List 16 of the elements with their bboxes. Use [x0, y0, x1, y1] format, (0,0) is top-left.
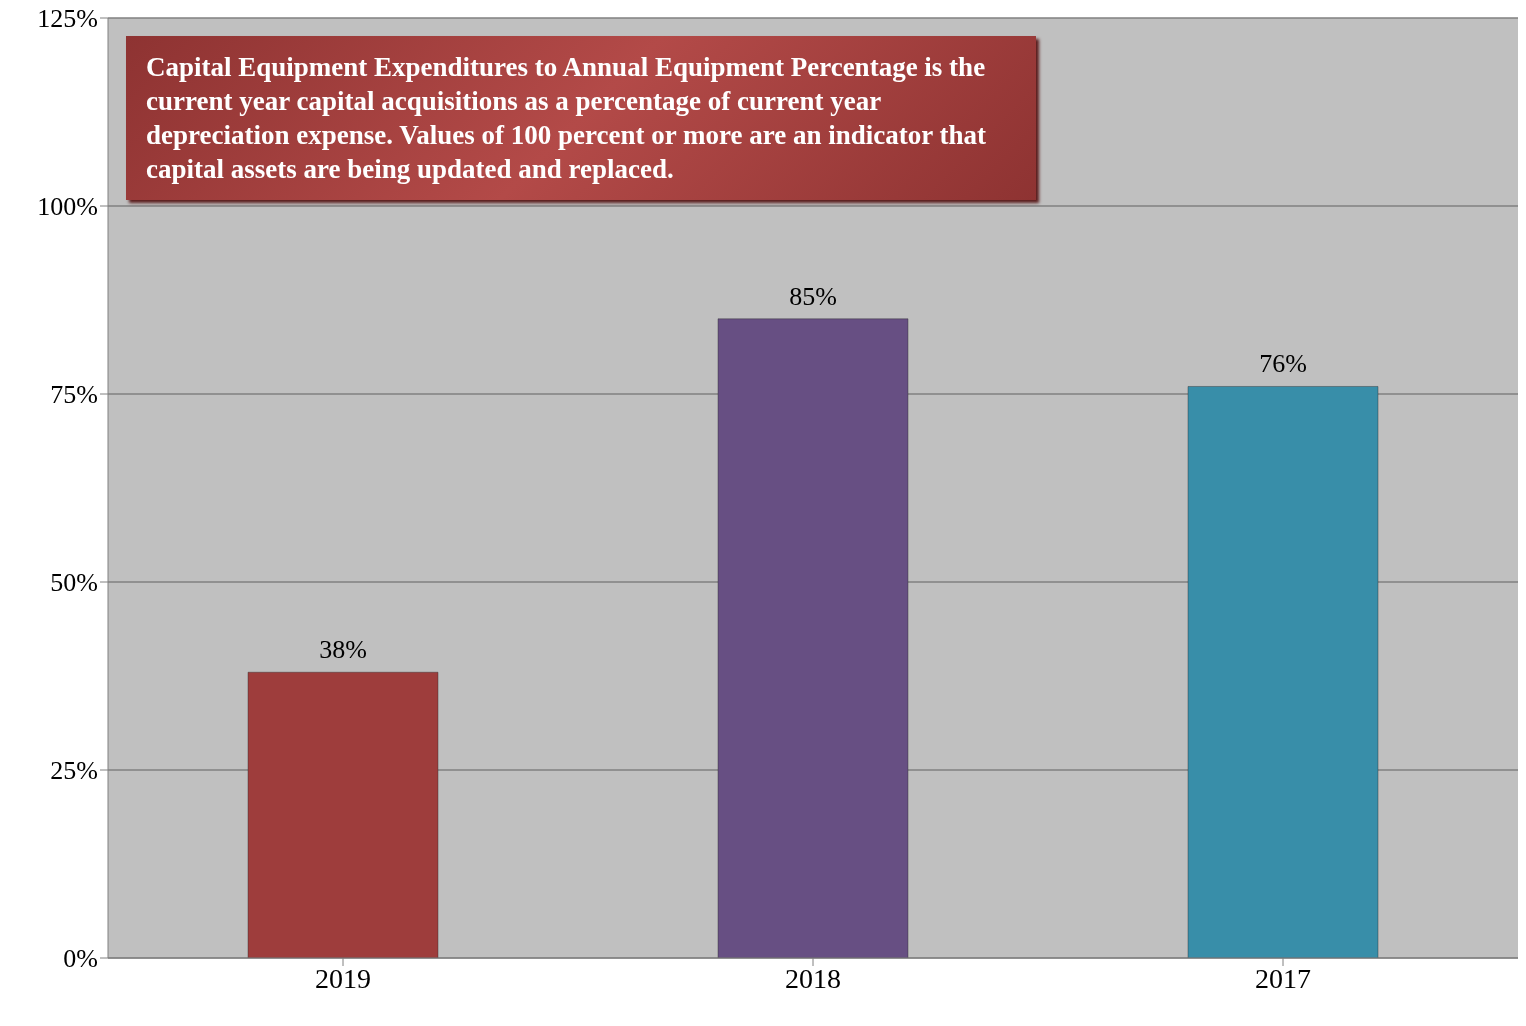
x-tick-label: 2019	[315, 962, 371, 994]
bar	[1187, 385, 1379, 958]
y-tick-label: 75%	[50, 380, 98, 410]
y-tick-label: 25%	[50, 756, 98, 786]
data-label: 85%	[789, 281, 837, 311]
data-label: 76%	[1259, 349, 1307, 379]
y-tick-label: 0%	[63, 944, 98, 974]
y-tick-label: 50%	[50, 568, 98, 598]
data-label: 38%	[319, 635, 367, 665]
x-tick-label: 2018	[785, 962, 841, 994]
bar	[717, 318, 909, 958]
bar	[247, 671, 439, 958]
x-tick-label: 2017	[1255, 962, 1311, 994]
annotation: Capital Equipment Expenditures to Annual Equipment Percentage is the current year capital acquisitions as a percentage of current year depreciation expense. Values of 100 percent or more are an indicator that capital assets are being updated and replaced.	[126, 36, 1036, 200]
y-tick-label: 100%	[37, 192, 98, 222]
y-tick-label: 125%	[37, 4, 98, 34]
